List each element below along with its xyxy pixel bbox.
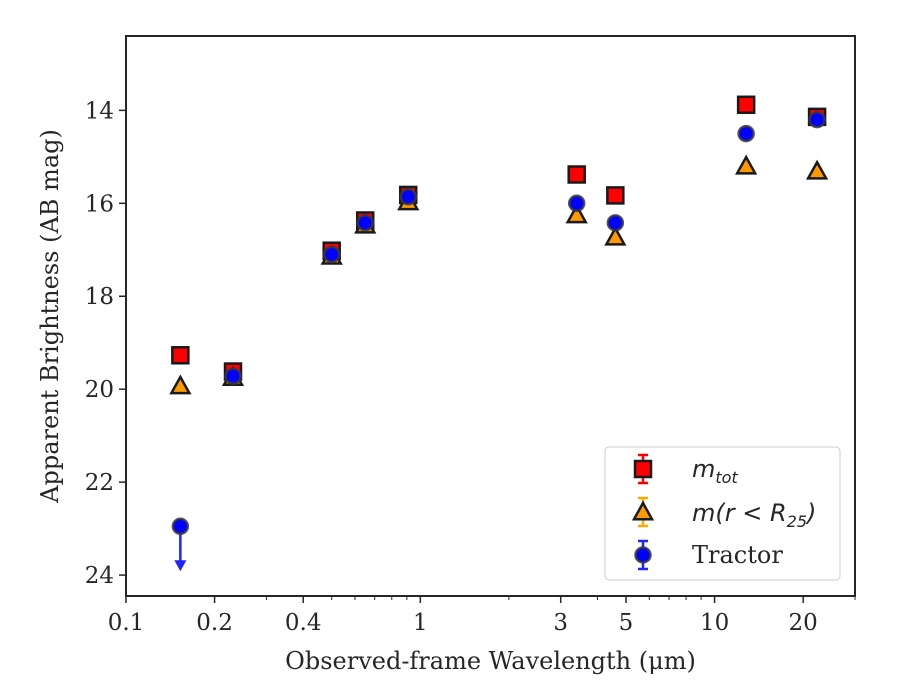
chart-marks [169, 95, 829, 572]
data-point [737, 124, 755, 143]
data-point [567, 194, 586, 213]
data-point [808, 110, 826, 129]
x-tick-label: 3 [553, 610, 568, 636]
x-tick-label: 10 [700, 610, 729, 636]
series-0 [171, 95, 827, 381]
y-tick-label: 20 [85, 377, 114, 403]
data-point [171, 346, 190, 365]
data-point [606, 214, 625, 232]
x-tick-label: 1 [413, 610, 428, 636]
data-point [399, 188, 417, 206]
y-tick-label: 14 [85, 98, 114, 124]
data-point [169, 374, 192, 395]
legend-marker [633, 459, 653, 479]
data-point [805, 159, 829, 180]
series-1 [169, 154, 829, 395]
x-tick-label: 0.1 [108, 610, 145, 636]
data-point [567, 165, 586, 184]
data-point [322, 245, 341, 264]
series-2 [171, 110, 826, 572]
legend-markers [631, 453, 655, 571]
data-point [356, 214, 374, 232]
legend-label-tractor: Tractor [692, 541, 783, 569]
legend-marker [634, 546, 652, 564]
upper-limit-arrowhead [174, 560, 187, 572]
data-point [736, 95, 756, 115]
data-point [606, 186, 625, 205]
plot-frame [125, 35, 856, 597]
legend-label-mr25: m(r < R25) [692, 499, 816, 531]
data-point [735, 154, 758, 175]
data-point [171, 517, 190, 536]
y-tick-label: 22 [85, 470, 114, 496]
y-tick-label: 18 [85, 284, 114, 310]
x-tick-label: 0.2 [196, 610, 233, 636]
chart-ticks: 0.1 0.2 0.4 1 3 5 10 20 14 16 18 20 22 24 [85, 98, 856, 636]
legend-box [604, 446, 841, 581]
y-axis-label: Apparent Brightness (AB mag) [36, 129, 64, 504]
legend: mtot m(r < R25) Tractor [604, 446, 841, 581]
data-point [224, 367, 242, 385]
x-tick-label: 0.4 [285, 610, 322, 636]
x-tick-label: 20 [789, 610, 818, 636]
legend-label-mtot: mtot [692, 455, 738, 487]
data-point [604, 225, 627, 246]
x-tick-label: 5 [619, 610, 634, 636]
y-tick-label: 24 [85, 563, 114, 589]
legend-marker [631, 500, 655, 521]
y-tick-label: 16 [85, 191, 114, 217]
x-axis-label: Observed-frame Wavelength (μm) [285, 647, 696, 675]
data-point [565, 203, 588, 224]
